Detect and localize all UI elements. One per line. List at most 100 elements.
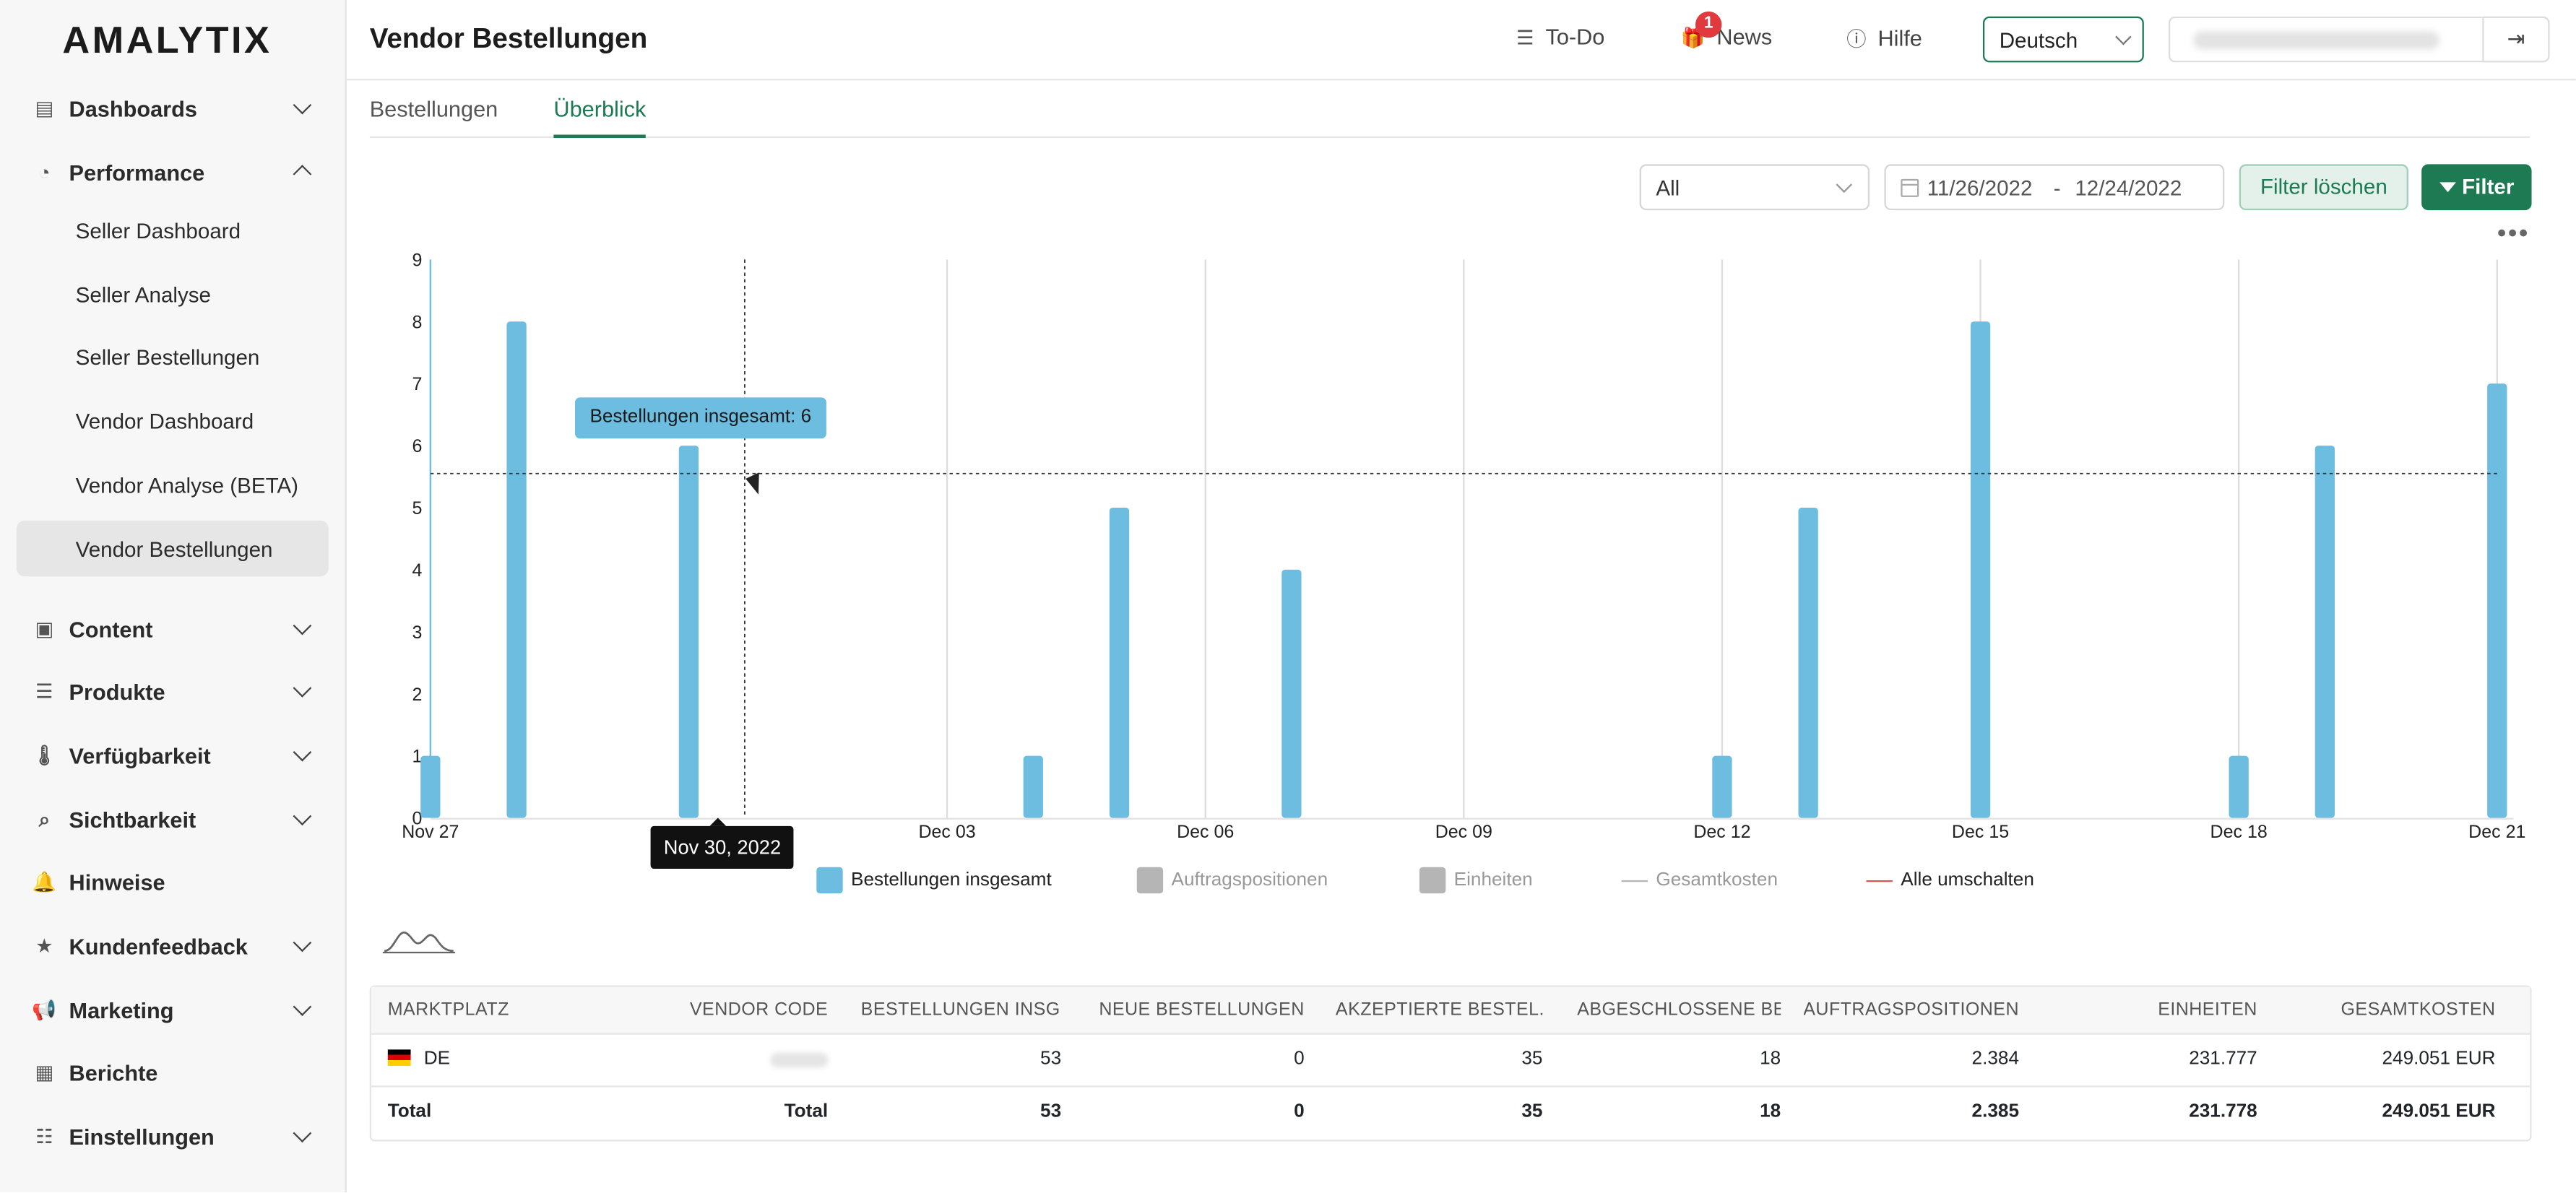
legend-label: Alle umschalten [1901, 870, 2034, 890]
x-tick-label: Dec 06 [1177, 822, 1234, 842]
germany-flag-icon [387, 1049, 411, 1066]
cell-abgeschlossene: 18 [1760, 1049, 1781, 1070]
table-icon: ▦ [35, 1061, 54, 1084]
filter-label: Filter [2462, 174, 2515, 199]
nav-seller-analyse[interactable]: Seller Analyse [75, 282, 211, 307]
legend-alle-umschalten[interactable]: Alle umschalten [1866, 866, 2034, 895]
chevron-down-icon [293, 1124, 312, 1143]
legend-label: Bestellungen insgesamt [851, 870, 1052, 890]
user-account-field[interactable] [2168, 16, 2483, 63]
y-tick-label: 9 [412, 250, 423, 270]
sliders-icon: ☷ [35, 1124, 53, 1148]
nav-vendor-analyse[interactable]: Vendor Analyse (BETA) [75, 472, 299, 497]
legend-label: Einheiten [1453, 870, 1533, 890]
nav-einstellungen[interactable]: ☷ Einstellungen [17, 1109, 329, 1164]
logout-button[interactable]: ⇥ [2482, 16, 2550, 63]
nav-dashboards[interactable]: ▤ Dashboards [17, 80, 329, 136]
todo-button[interactable]: ☰ To-Do [1516, 25, 1604, 49]
bar [1712, 755, 1732, 818]
news-badge: 1 [1695, 11, 1722, 38]
cell-einheiten: 231.778 [2189, 1101, 2257, 1122]
nav-sichtbarkeit[interactable]: ⌕ Sichtbarkeit [17, 791, 329, 847]
nav-label: Berichte [69, 1059, 158, 1085]
marketplace-select[interactable]: All [1639, 164, 1870, 211]
nav-verfuegbarkeit[interactable]: 🌡 Verfügbarkeit [17, 727, 329, 783]
nav-vendor-dashboard[interactable]: Vendor Dashboard [75, 408, 254, 433]
nav-label: Marketing [69, 997, 174, 1023]
nav-label: Kundenfeedback [69, 933, 248, 958]
filter-button[interactable]: Filter [2421, 164, 2532, 211]
page-title: Vendor Bestellungen [369, 22, 648, 55]
cell-neue: 0 [1294, 1101, 1305, 1122]
date-range-input[interactable]: 11/26/2022 - 12/24/2022 [1884, 164, 2225, 211]
date-to[interactable]: 12/24/2022 [2075, 175, 2182, 201]
nav-marketing[interactable]: 📢 Marketing [17, 982, 329, 1038]
clear-filter-button[interactable]: Filter löschen [2239, 164, 2408, 211]
cell-bestellungen: 53 [1040, 1049, 1062, 1070]
cell-total-label: Total [387, 1101, 432, 1122]
legend-gesamtkosten[interactable]: Gesamtkosten [1621, 866, 1778, 895]
sign-out-icon: ⇥ [2507, 26, 2525, 51]
chart-tooltip: Bestellungen insgesamt: 6 [574, 397, 826, 439]
nav-label: Verfügbarkeit [69, 743, 211, 768]
chevron-up-icon [293, 165, 312, 183]
col-neue-bestellungen[interactable]: NEUE BESTELLUNGEN [1099, 999, 1305, 1020]
help-button[interactable]: ⓘ Hilfe [1846, 25, 1922, 53]
nav-vendor-bestellungen[interactable]: Vendor Bestellungen [16, 520, 329, 577]
gauge-icon: ◔ [38, 160, 51, 184]
bar [1798, 507, 1818, 818]
y-tick-label: 7 [412, 374, 423, 394]
col-auftragspositionen[interactable]: AUFTRAGSPOSITIONEN [1803, 999, 2019, 1020]
legend-einheiten[interactable]: Einheiten [1419, 866, 1533, 895]
chevron-down-icon [293, 95, 312, 115]
tab-bestellungen[interactable]: Bestellungen [369, 97, 498, 122]
chevron-down-icon [293, 933, 312, 953]
bar [420, 755, 441, 818]
select-value: All [1656, 175, 1680, 201]
navigator-icon[interactable] [381, 923, 457, 955]
nav-content[interactable]: ▣ Content [17, 601, 329, 656]
x-tick-label: Dec 15 [1952, 822, 2009, 842]
chevron-down-icon [293, 742, 312, 762]
col-einheiten[interactable]: EINHEITEN [2158, 999, 2257, 1020]
nav-berichte[interactable]: ▦ Berichte [17, 1044, 329, 1100]
col-gesamtkosten[interactable]: GESAMTKOSTEN [2341, 999, 2496, 1020]
tab-ueberblick[interactable]: Überblick [553, 97, 647, 139]
legend-bestellungen[interactable]: Bestellungen insgesamt [816, 866, 1052, 895]
legend-swatch [1419, 867, 1446, 894]
cell-gesamtkosten: 249.051 EUR [2382, 1049, 2496, 1070]
y-tick-label: 5 [412, 498, 423, 519]
legend-auftragspositionen[interactable]: Auftragspositionen [1136, 866, 1328, 895]
nav-kundenfeedback[interactable]: ★ Kundenfeedback [17, 918, 329, 973]
legend-swatch [1136, 867, 1164, 894]
col-vendor-code[interactable]: VENDOR CODE [689, 999, 829, 1020]
bell-icon: 🔔 [32, 870, 57, 894]
cell-abgeschlossene: 18 [1760, 1101, 1781, 1122]
app-logo[interactable]: AMALYTIX [62, 18, 272, 61]
table-total-row: Total Total 53 0 35 18 2.385 231.778 249… [371, 1088, 2530, 1140]
table-header-row: MARKTPLATZ VENDOR CODE BESTELLUNGEN INSG… [371, 986, 2530, 1035]
checklist-icon: ☰ [1516, 25, 1534, 49]
col-abgeschlossene-bestellungen[interactable]: ABGESCHLOSSENE BE... [1577, 999, 1781, 1020]
nav-seller-bestellungen[interactable]: Seller Bestellungen [75, 344, 260, 369]
date-from[interactable]: 11/26/2022 [1927, 175, 2033, 201]
cell-neue: 0 [1294, 1049, 1305, 1070]
nav-seller-dashboard[interactable]: Seller Dashboard [75, 217, 241, 243]
nav-label: Einstellungen [69, 1124, 215, 1149]
x-tick-label: Dec 21 [2468, 822, 2525, 842]
y-tick-label: 8 [412, 312, 423, 332]
legend-swatch [816, 867, 843, 894]
legend-label: Auftragspositionen [1171, 870, 1328, 890]
nav-produkte[interactable]: ☰ Produkte [17, 664, 329, 719]
col-akzeptierte-bestellungen[interactable]: AKZEPTIERTE BESTEL... [1335, 999, 1543, 1020]
language-select[interactable]: Deutsch [1982, 16, 2144, 63]
nav-performance[interactable]: ◔ Performance [17, 144, 329, 200]
col-bestellungen-insgesamt[interactable]: BESTELLUNGEN INSG... [860, 999, 1062, 1020]
chevron-down-icon [293, 679, 312, 698]
nav-hinweise[interactable]: 🔔 Hinweise [17, 854, 329, 910]
news-button[interactable]: 🎁 1 News [1681, 11, 1772, 49]
legend-line [1621, 879, 1648, 882]
more-options-icon[interactable]: ••• [2497, 220, 2530, 248]
help-label: Hilfe [1877, 26, 1922, 51]
col-marktplatz[interactable]: MARKTPLATZ [387, 999, 509, 1020]
